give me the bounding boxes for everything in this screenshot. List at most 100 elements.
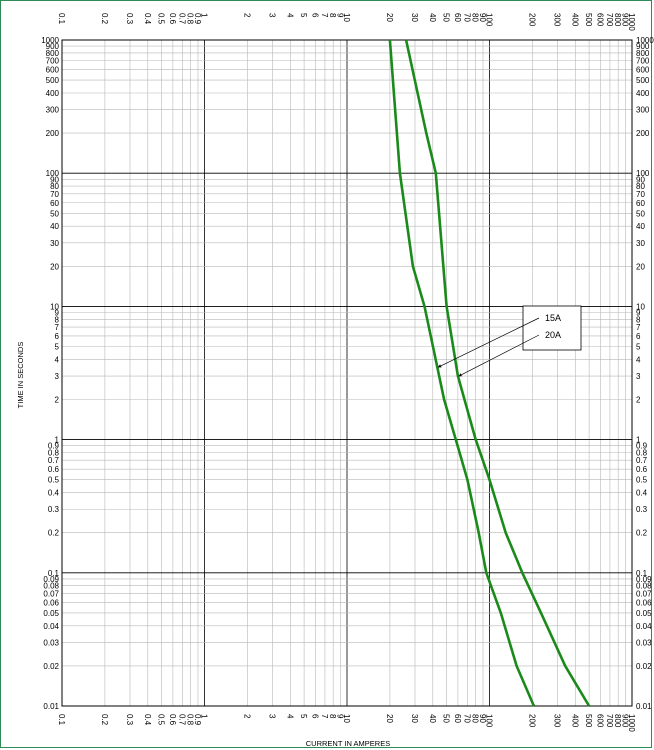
x-tick-label-bottom: 30	[410, 714, 419, 723]
x-tick-label-bottom: 40	[428, 714, 437, 723]
y-tick-label-right: 400	[636, 89, 650, 98]
y-tick-label-right: 0.5	[636, 476, 648, 485]
y-tick-label-right: 0.02	[636, 662, 652, 671]
tick-labels-layer: 0.10.10.20.20.30.30.40.40.50.50.60.60.70…	[41, 13, 654, 732]
y-tick-label-left: 600	[46, 66, 60, 75]
y-tick-label-right: 90	[636, 175, 645, 184]
x-tick-label-bottom: 1000	[627, 714, 636, 732]
x-tick-label-bottom: 100	[485, 714, 494, 728]
x-tick-label-bottom: 0.4	[143, 714, 152, 726]
x-tick-label-bottom: 8	[328, 714, 337, 719]
plot-border	[61, 39, 633, 707]
y-tick-label-right: 0.09	[636, 575, 652, 584]
x-tick-label-top: 3	[267, 13, 276, 18]
y-tick-label-left: 800	[46, 49, 60, 58]
x-tick-label-top: 600	[595, 13, 604, 27]
y-tick-label-left: 0.2	[48, 529, 60, 538]
y-tick-label-left: 0.03	[43, 638, 59, 647]
x-tick-label-top: 500	[584, 13, 593, 27]
y-tick-label-left: 300	[46, 106, 60, 115]
x-tick-label-top: 1	[200, 13, 209, 18]
y-tick-label-right: 3	[636, 372, 641, 381]
y-tick-label-right: 40	[636, 222, 645, 231]
y-tick-label-left: 60	[50, 199, 59, 208]
y-tick-label-left: 2	[55, 396, 60, 405]
y-tick-label-left: 3	[55, 372, 60, 381]
y-tick-label-right: 0.2	[636, 529, 648, 538]
y-tick-label-right: 0.08	[636, 582, 652, 591]
x-tick-label-bottom: 0.8	[186, 714, 195, 726]
y-tick-label-left: 4	[55, 355, 60, 364]
x-tick-label-top: 60	[453, 13, 462, 22]
x-tick-label-bottom: 0.9	[193, 714, 202, 726]
x-tick-label-bottom: 0.3	[125, 714, 134, 726]
y-tick-label-left: 8	[55, 315, 60, 324]
x-tick-label-top: 900	[620, 13, 629, 27]
y-tick-label-left: 0.05	[43, 609, 59, 618]
y-tick-label-right: 900	[636, 42, 650, 51]
x-tick-label-top: 10	[342, 13, 351, 22]
y-tick-label-right: 500	[636, 76, 650, 85]
y-tick-label-right: 0.1	[636, 569, 648, 578]
y-tick-label-left: 0.01	[43, 702, 59, 711]
y-tick-label-right: 0.05	[636, 609, 652, 618]
x-tick-label-top: 8	[328, 13, 337, 18]
y-tick-label-left: 400	[46, 89, 60, 98]
y-axis-title: TIME IN SECONDS	[16, 342, 25, 409]
y-tick-label-left: 0.02	[43, 662, 59, 671]
x-tick-label-bottom: 70	[462, 714, 471, 723]
x-tick-label-top: 200	[527, 13, 536, 27]
y-tick-label-left: 0.07	[43, 589, 59, 598]
x-tick-label-bottom: 0.1	[57, 714, 66, 726]
y-tick-label-left: 20	[50, 262, 59, 271]
x-tick-label-top: 7	[320, 13, 329, 18]
y-tick-label-right: 10	[636, 302, 645, 311]
y-tick-label-left: 10	[50, 302, 59, 311]
x-tick-label-top: 70	[462, 13, 471, 22]
x-tick-label-bottom: 4	[285, 714, 294, 719]
y-tick-label-right: 0.03	[636, 638, 652, 647]
y-tick-label-right: 5	[636, 342, 641, 351]
x-tick-label-top: 0.6	[168, 13, 177, 25]
x-tick-label-top: 30	[410, 13, 419, 22]
y-tick-label-right: 600	[636, 66, 650, 75]
x-tick-label-top: 400	[570, 13, 579, 27]
y-tick-label-left: 700	[46, 57, 60, 66]
y-tick-label-right: 70	[636, 190, 645, 199]
y-tick-label-left: 6	[55, 332, 60, 341]
x-tick-label-bottom: 2	[242, 714, 251, 719]
y-tick-label-right: 7	[636, 323, 641, 332]
x-tick-label-top: 800	[613, 13, 622, 27]
x-axis-title: CURRENT IN AMPERES	[306, 739, 390, 748]
x-tick-label-top: 0.5	[157, 13, 166, 25]
x-tick-label-bottom: 1	[200, 714, 209, 719]
x-tick-label-bottom: 300	[552, 714, 561, 728]
x-tick-label-bottom: 900	[620, 714, 629, 728]
y-tick-label-right: 300	[636, 106, 650, 115]
x-tick-label-bottom: 10	[342, 714, 351, 723]
x-tick-label-bottom: 200	[527, 714, 536, 728]
y-tick-label-left: 30	[50, 239, 59, 248]
legend-entry-15a: 15A	[545, 313, 561, 323]
x-tick-label-top: 80	[471, 13, 480, 22]
x-tick-label-top: 4	[285, 13, 294, 18]
legend-entry-20a: 20A	[545, 330, 561, 340]
y-tick-label-right: 80	[636, 182, 645, 191]
y-tick-label-left: 0.09	[43, 575, 59, 584]
y-tick-label-left: 0.8	[48, 449, 60, 458]
y-tick-label-right: 8	[636, 315, 641, 324]
x-tick-label-bottom: 60	[453, 714, 462, 723]
y-tick-label-left: 0.04	[43, 622, 59, 631]
y-tick-label-left: 5	[55, 342, 60, 351]
grid-layer	[61, 39, 633, 707]
y-tick-label-right: 0.9	[636, 442, 648, 451]
x-tick-label-top: 0.2	[100, 13, 109, 25]
x-tick-label-bottom: 9	[335, 714, 344, 719]
y-tick-label-right: 0.4	[636, 489, 648, 498]
y-tick-label-left: 40	[50, 222, 59, 231]
x-tick-label-top: 0.1	[57, 13, 66, 25]
x-tick-label-top: 40	[428, 13, 437, 22]
y-tick-label-right: 30	[636, 239, 645, 248]
y-tick-label-left: 100	[46, 169, 60, 178]
y-tick-label-left: 7	[55, 323, 60, 332]
